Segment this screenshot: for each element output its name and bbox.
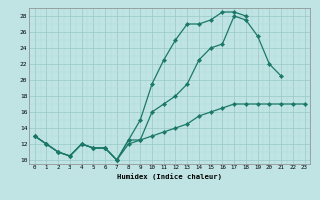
X-axis label: Humidex (Indice chaleur): Humidex (Indice chaleur) [117,173,222,180]
